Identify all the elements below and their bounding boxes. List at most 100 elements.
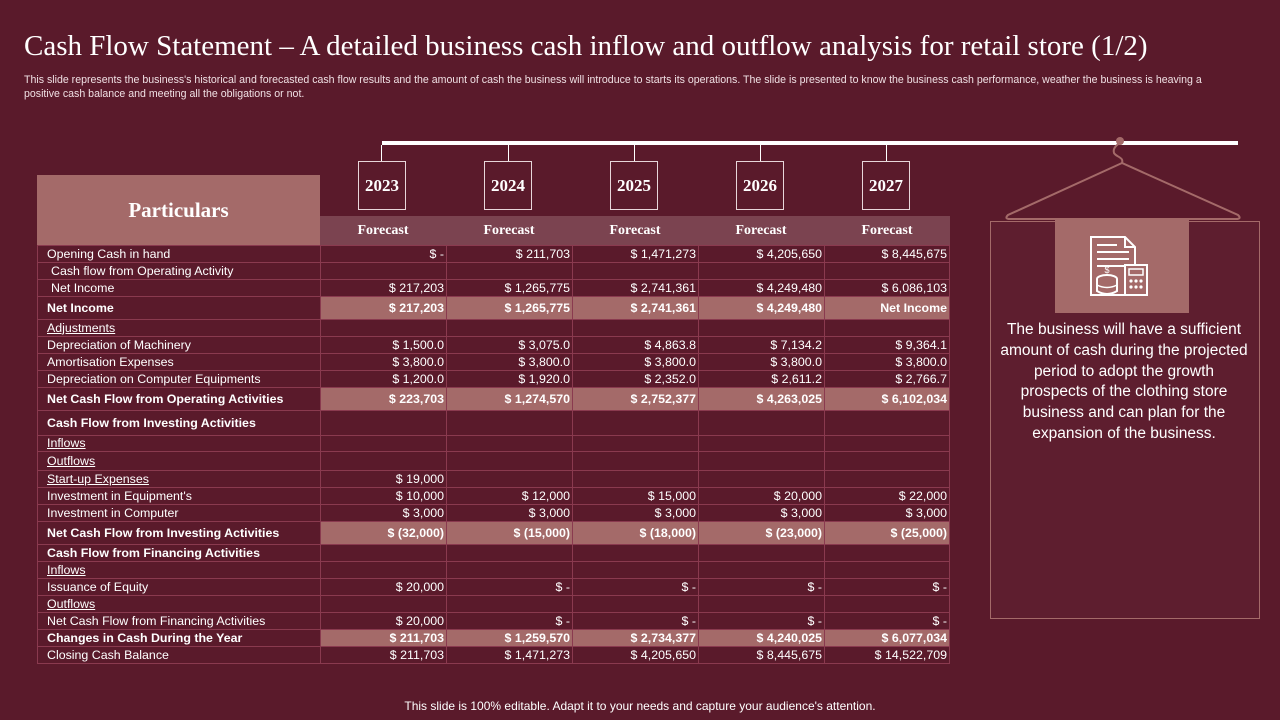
row-value: $ 3,000 [320,504,447,522]
row-label: Issuance of Equity [37,578,321,596]
row-label: Net Cash Flow from Financing Activities [37,612,321,630]
table-row: Changes in Cash During the Year $ 211,703… [37,629,950,647]
row-value: $ (25,000) [824,521,950,545]
row-value [446,410,573,436]
forecast-header-2024: Forecast [446,216,573,245]
row-value: $ - [698,612,825,630]
row-value [824,262,950,280]
forecast-header-2025: Forecast [572,216,699,245]
row-value: $ 19,000 [320,470,447,488]
row-value [824,435,950,452]
row-value: $ 2,611.2 [698,370,825,388]
row-label: Investment in Computer [37,504,321,522]
row-value: $ 2,766.7 [824,370,950,388]
row-value: $ - [320,245,447,263]
row-value: $ 12,000 [446,487,573,505]
row-value: $ 20,000 [320,578,447,596]
row-value [698,262,825,280]
row-value: $ 10,000 [320,487,447,505]
row-value: $ 6,102,034 [824,387,950,411]
document-calculator-icon: $ [1090,236,1148,296]
forecast-header-2026: Forecast [698,216,825,245]
row-value: $ 8,445,675 [698,646,825,664]
row-value: $ 3,800.0 [698,353,825,371]
row-value: $ 14,522,709 [824,646,950,664]
row-value: $ - [572,612,699,630]
row-value: $ 2,352.0 [572,370,699,388]
row-value [698,544,825,562]
row-label: Depreciation on Computer Equipments [37,370,321,388]
row-value: $ 20,000 [698,487,825,505]
year-connector [508,145,509,161]
table-row: Amortisation Expenses $ 3,800.0 $ 3,800.0 $… [37,353,950,371]
row-value: $ 1,920.0 [446,370,573,388]
row-value: $ 1,274,570 [446,387,573,411]
row-value: $ 4,863.8 [572,336,699,354]
row-value: $ 6,086,103 [824,279,950,297]
table-row: Cash flow from Operating Activity [37,262,950,280]
row-value: $ 1,471,273 [446,646,573,664]
row-value [824,595,950,613]
table-row: Cash Flow from Investing Activities [37,410,950,436]
table-row: Start-up Expenses $ 19,000 [37,470,950,488]
row-value: $ 211,703 [446,245,573,263]
row-label: Net Cash Flow from Operating Activities [37,387,321,411]
row-value [320,435,447,452]
forecast-header-2027: Forecast [824,216,951,245]
row-value: $ 2,752,377 [572,387,699,411]
row-value: $ 1,265,775 [446,296,573,320]
row-value [698,451,825,471]
year-connector [886,145,887,161]
row-value [446,435,573,452]
row-value: $ 211,703 [320,646,447,664]
table-row: Depreciation on Computer Equipments $ 1,2… [37,370,950,388]
row-value: $ 3,000 [572,504,699,522]
table-row: Opening Cash in hand $ - $ 211,703 $ 1,471,… [37,245,950,263]
table-row: Issuance of Equity $ 20,000 $ - $ - $ - $ - [37,578,950,596]
row-value [572,451,699,471]
year-connector [634,145,635,161]
page-title: Cash Flow Statement – A detailed busines… [24,30,1148,62]
row-value: $ - [572,578,699,596]
row-value: $ 211,703 [320,629,447,647]
forecast-header-2023: Forecast [320,216,447,245]
row-value: $ - [446,612,573,630]
table-row: Investment in Equipment's $ 10,000 $ 12,00… [37,487,950,505]
table-row: Closing Cash Balance $ 211,703 $ 1,471,273… [37,646,950,664]
table-row: Outflows [37,595,950,613]
row-value: $ - [446,578,573,596]
row-value [698,561,825,579]
row-value: $ 2,734,377 [572,629,699,647]
row-value [320,544,447,562]
row-label: Cash Flow from Financing Activities [37,544,321,562]
particulars-header: Particulars [37,175,320,245]
table-row: Net Cash Flow from Financing Activities $… [37,612,950,630]
row-value [824,544,950,562]
row-value: $ 4,240,025 [698,629,825,647]
row-label: Inflows [37,435,321,452]
row-value [320,561,447,579]
row-value: $ 1,265,775 [446,279,573,297]
row-value [446,470,573,488]
row-value [572,561,699,579]
row-label: Cash flow from Operating Activity [37,262,321,280]
row-label: Closing Cash Balance [37,646,321,664]
row-value: $ 1,471,273 [572,245,699,263]
table-row: Outflows [37,451,950,471]
row-value: $ 3,075.0 [446,336,573,354]
row-label: Changes in Cash During the Year [37,629,321,647]
row-value [320,410,447,436]
row-value [320,595,447,613]
row-value [572,262,699,280]
row-value: $ 1,500.0 [320,336,447,354]
row-value: $ 20,000 [320,612,447,630]
row-value: $ 7,134.2 [698,336,825,354]
row-value [698,595,825,613]
row-value [572,470,699,488]
row-label: Net Income [37,296,321,320]
table-row: Net Income $ 217,203 $ 1,265,775 $ 2,741,36… [37,296,950,320]
year-box-2025: 2025 [610,161,658,210]
row-value [446,544,573,562]
row-value: $ 4,249,480 [698,279,825,297]
table-row: Adjustments [37,319,950,337]
